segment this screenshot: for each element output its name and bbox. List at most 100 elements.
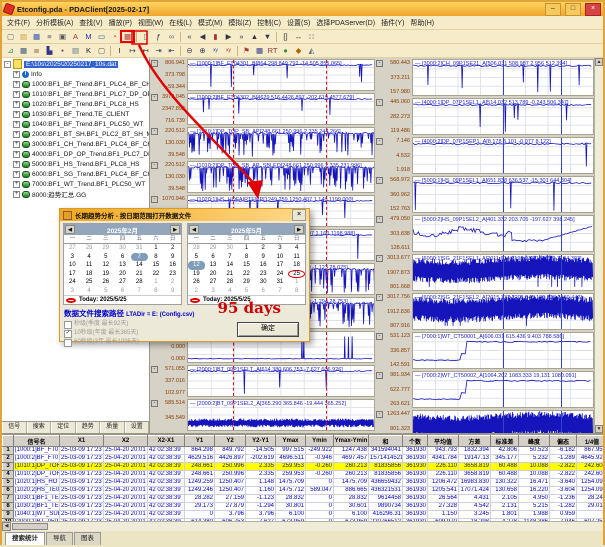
menu-item[interactable]: 分析模板(A) bbox=[33, 17, 76, 29]
collapse-plot-button[interactable]: - bbox=[151, 196, 158, 203]
pause-icon[interactable]: ▯ bbox=[139, 31, 152, 42]
calendar-date[interactable]: 4 bbox=[81, 253, 98, 262]
cursor-line-blue[interactable] bbox=[561, 60, 562, 95]
cursor-line-blue[interactable] bbox=[503, 411, 504, 433]
calendar-date[interactable]: 30 bbox=[255, 278, 272, 287]
page-up-icon[interactable]: ▲ bbox=[248, 31, 261, 42]
tree-item[interactable]: +1010:BF1_BF_Trend.BF1_PLC7_DP_OP bbox=[13, 89, 149, 99]
column-header[interactable]: 1/4值 bbox=[577, 436, 604, 447]
plot-canvas[interactable]: — [7000:2]WT_CT50002_A[1064.202 1083.333… bbox=[412, 371, 594, 408]
play-icon[interactable]: ▶ bbox=[222, 31, 235, 42]
menu-item[interactable]: 模拟(Z) bbox=[225, 17, 254, 29]
plot-canvas[interactable]: — [1010:1]DP_TOP_SB_AP[248.661 250.996 2… bbox=[187, 127, 375, 159]
scroll-up-icon[interactable]: ▲ bbox=[595, 58, 603, 66]
cursor-line-blue[interactable] bbox=[561, 99, 562, 134]
calendar-date[interactable]: 22 bbox=[148, 270, 165, 279]
calendar-date[interactable]: 15 bbox=[148, 261, 165, 270]
column-header[interactable]: Ymax bbox=[276, 436, 306, 447]
function-icon[interactable]: ƒ bbox=[152, 31, 165, 42]
table-row[interactable]: 2[1000:2]BF_FT025-03-09 17:2325-04-20 20… bbox=[3, 455, 604, 463]
tree-item[interactable]: +1000:BF1_BF_Trend.BF1_PLC4_BF_CH_SG bbox=[13, 79, 149, 89]
cursor-line-blue[interactable] bbox=[561, 333, 562, 368]
calendar-date[interactable]: 6 bbox=[114, 287, 131, 296]
bottom-tab-1[interactable]: 导航 bbox=[46, 532, 73, 545]
calendar-date[interactable]: 14 bbox=[221, 261, 238, 270]
calendar-date[interactable]: 29 bbox=[238, 278, 255, 287]
calendar-date[interactable]: 12 bbox=[97, 261, 114, 270]
grid-icon[interactable]: ▦ bbox=[253, 45, 266, 56]
calendar-date[interactable]: 25 bbox=[81, 278, 98, 287]
table-row[interactable]: 3[1010:1]DP_TOF25-03-09 17:2325-04-20 20… bbox=[3, 463, 604, 471]
calendar-date[interactable]: 23 bbox=[255, 270, 272, 279]
column-header[interactable]: Ymin bbox=[306, 436, 334, 447]
cursor-line-red[interactable] bbox=[326, 196, 327, 226]
calendar-date[interactable]: 8 bbox=[288, 287, 305, 296]
ok-button[interactable]: 确定 bbox=[237, 322, 299, 337]
calendar-date[interactable]: 24 bbox=[64, 278, 81, 287]
plot-canvas[interactable]: — [1000:2]BF_FT04302_B[4629.516 4426.897… bbox=[187, 93, 375, 125]
calendar-date[interactable]: 3 bbox=[64, 253, 81, 262]
column-header[interactable]: 平均值 bbox=[428, 436, 459, 447]
range-icon[interactable]: [] bbox=[279, 31, 292, 42]
cursor-line-red[interactable] bbox=[233, 94, 234, 124]
calendar-date[interactable]: 19 bbox=[97, 270, 114, 279]
column-header[interactable]: 个数 bbox=[403, 436, 428, 447]
minimize-button[interactable]: – bbox=[545, 3, 561, 16]
cursor-line-blue[interactable] bbox=[561, 411, 562, 433]
next-month-icon[interactable]: ▶ bbox=[170, 225, 180, 234]
column-header[interactable]: 峰度 bbox=[519, 436, 550, 447]
fast-forward-icon[interactable]: » bbox=[235, 31, 248, 42]
calendar-date[interactable]: 30 bbox=[114, 244, 131, 253]
plot-canvas[interactable]: — [4000:2]DP_07P1SEP1_A[8.178 8.101 -0.0… bbox=[412, 137, 594, 174]
expand-icon[interactable]: + bbox=[13, 131, 20, 138]
calendar-date[interactable]: 10 bbox=[64, 261, 81, 270]
jump-right-icon[interactable]: ⇥ bbox=[152, 45, 165, 56]
cursor-line-blue[interactable] bbox=[503, 60, 504, 95]
menu-item[interactable]: 控制(C) bbox=[254, 17, 284, 29]
collapse-plot-button[interactable]: - bbox=[151, 366, 158, 373]
scroll-down-icon[interactable]: ▼ bbox=[595, 425, 603, 433]
tree-item[interactable]: +6000:BF1_SG_Trend.BF1_PLC4_BF_CH_SG bbox=[13, 169, 149, 179]
expand-icon[interactable]: + bbox=[13, 171, 20, 178]
calendar-date[interactable]: 18 bbox=[288, 261, 305, 270]
collapse-plot-button[interactable]: - bbox=[376, 138, 383, 145]
calendar-date[interactable]: 1 bbox=[288, 278, 305, 287]
next-month-icon[interactable]: ▶ bbox=[294, 225, 304, 234]
plot-canvas[interactable]: — [3000:2]CH_09P1SE21_A[506.031 508.987 … bbox=[412, 59, 594, 96]
menu-item[interactable]: 在线(L) bbox=[166, 17, 195, 29]
cursor-line-blue[interactable] bbox=[561, 255, 562, 290]
cursor-line-red[interactable] bbox=[326, 298, 327, 328]
bottom-tab-0[interactable]: 搜索统计 bbox=[5, 532, 45, 545]
cursor-line-red[interactable] bbox=[233, 60, 234, 90]
calendar-date[interactable]: 11 bbox=[288, 253, 305, 262]
cursor-line-blue[interactable] bbox=[561, 372, 562, 407]
calendar-date[interactable]: 29 bbox=[205, 244, 222, 253]
step-back-icon[interactable]: ◀ bbox=[196, 31, 209, 42]
calendar-date[interactable]: 21 bbox=[221, 270, 238, 279]
xy-plot-icon[interactable]: ˣʸ bbox=[209, 45, 222, 56]
calendar-date[interactable]: 29 bbox=[97, 244, 114, 253]
collapse-icon[interactable]: - bbox=[4, 61, 11, 68]
calendar-date[interactable]: 2 bbox=[188, 287, 205, 296]
calendar-date[interactable]: 20 bbox=[205, 270, 222, 279]
menu-item[interactable]: 选择PDAServer(D) bbox=[313, 17, 378, 29]
stop-icon[interactable]: ▮ bbox=[209, 31, 222, 42]
calendar-date[interactable]: 22 bbox=[238, 270, 255, 279]
tree-item[interactable]: +3000:BF1_CH_Trend.BF1_PLC4_BF_CH_SG bbox=[13, 139, 149, 149]
table-row[interactable]: 9[1040:1]WT_SUE25-03-09 17:2325-04-20 20… bbox=[3, 511, 604, 519]
calendar-date[interactable]: 23 bbox=[164, 270, 181, 279]
calendar-date[interactable]: 7 bbox=[131, 287, 148, 296]
expand-icon[interactable]: + bbox=[13, 111, 20, 118]
calendar-date[interactable]: 26 bbox=[97, 278, 114, 287]
cursor-line-blue[interactable] bbox=[503, 294, 504, 329]
calendar-date[interactable]: 2 bbox=[164, 244, 181, 253]
cursor-line-blue[interactable] bbox=[503, 216, 504, 251]
calendar-date[interactable]: 28 bbox=[131, 278, 148, 287]
cursor-line-red[interactable] bbox=[326, 94, 327, 124]
new-file-icon[interactable]: ▢ bbox=[4, 31, 17, 42]
calendar-date[interactable]: 28 bbox=[221, 278, 238, 287]
calendar-date[interactable]: 7 bbox=[221, 253, 238, 262]
calendar-date[interactable]: 12 bbox=[188, 261, 205, 270]
cursor-line-red[interactable] bbox=[326, 230, 327, 260]
calendar-date[interactable]: 26 bbox=[188, 278, 205, 287]
